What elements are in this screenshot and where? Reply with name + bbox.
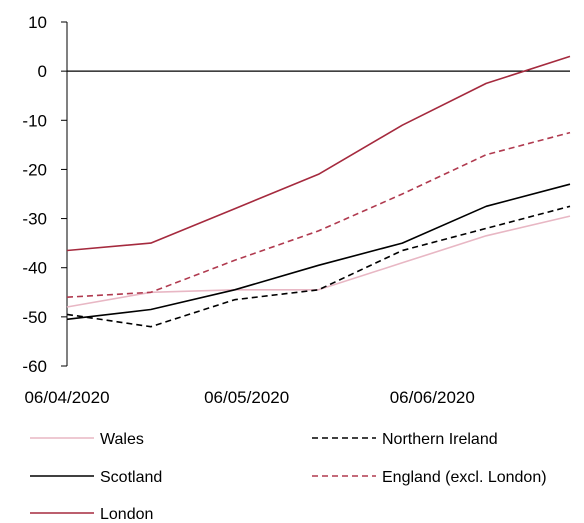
legend-label: Scotland xyxy=(100,469,162,486)
y-tick-label: 0 xyxy=(38,62,47,81)
y-tick-label: -60 xyxy=(22,357,47,376)
legend-label: Northern Ireland xyxy=(382,431,498,448)
legend-label: Wales xyxy=(100,431,144,448)
y-tick-label: -50 xyxy=(22,308,47,327)
legend-label: England (excl. London) xyxy=(382,469,547,486)
series-line-northern-ireland xyxy=(66,205,571,328)
series-line-england-excl-london xyxy=(66,131,571,298)
y-tick-label: -10 xyxy=(22,111,47,130)
x-tick-label: 06/04/2020 xyxy=(24,388,109,407)
y-tick-label: -30 xyxy=(22,210,47,229)
y-tick-label: -40 xyxy=(22,259,47,278)
series-line-london xyxy=(66,55,571,252)
series-line-scotland xyxy=(66,183,571,321)
x-tick-label: 06/06/2020 xyxy=(390,388,475,407)
chart-axes: 10 0 -10 -20 -30 -40 -50 -60 06/04/2020 06/05/202… xyxy=(22,13,570,407)
y-tick-label: -20 xyxy=(22,160,47,179)
chart-series xyxy=(66,55,571,328)
x-tick-label: 06/05/2020 xyxy=(204,388,289,407)
y-tick-label: 10 xyxy=(28,13,47,32)
chart-legend: Wales Northern Ireland Scotland England (ex… xyxy=(30,431,547,523)
legend-label: London xyxy=(100,506,153,523)
